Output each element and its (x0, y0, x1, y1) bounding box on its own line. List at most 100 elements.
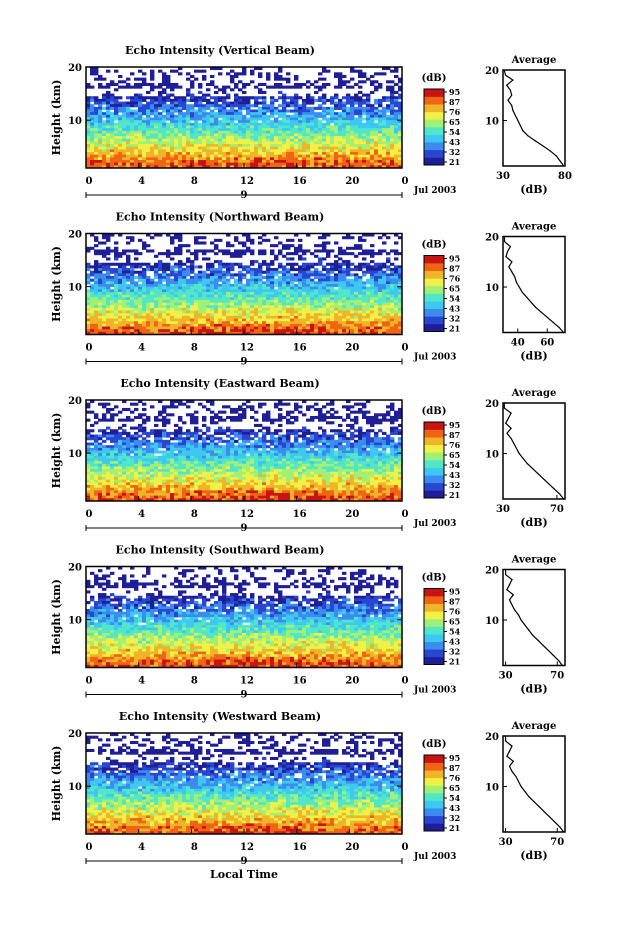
heatmap-cell (190, 329, 195, 333)
heatmap-cell (262, 114, 267, 118)
heatmap-cell (174, 152, 179, 156)
heatmap-cell (246, 128, 251, 132)
heatmap-cell (298, 162, 303, 166)
heatmap-cell (294, 252, 299, 256)
heatmap-cell (226, 405, 231, 409)
heatmap-cell (274, 331, 279, 335)
heatmap-cell (266, 331, 271, 335)
heatmap-cell (226, 294, 231, 298)
heatmap-cell (258, 165, 263, 169)
heatmap-cell (106, 104, 111, 108)
heatmap-cell (306, 138, 311, 142)
heatmap-cell (242, 96, 247, 100)
heatmap-cell (114, 152, 119, 156)
heatmap-cell (110, 270, 115, 274)
heatmap-cell (378, 249, 383, 253)
heatmap-cell (98, 318, 103, 322)
heatmap-cell (342, 236, 347, 240)
heatmap-cell (182, 165, 187, 169)
heatmap-cell (146, 326, 151, 330)
heatmap-cell (254, 291, 259, 296)
heatmap-cell (106, 152, 111, 156)
heatmap-cell (234, 146, 239, 150)
heatmap-cell (162, 109, 167, 113)
heatmap-cell (350, 405, 355, 409)
heatmap-cell (366, 265, 371, 269)
heatmap-cell (254, 122, 259, 126)
heatmap-cell (338, 315, 343, 319)
heatmap-cell (134, 154, 139, 158)
heatmap-cell (110, 413, 115, 417)
heatmap-cell (234, 321, 239, 325)
heatmap-cell (234, 262, 239, 266)
heatmap-cell (142, 407, 147, 412)
profile-point (549, 150, 551, 152)
heatmap-cell (242, 307, 247, 311)
heatmap-cell (390, 291, 395, 296)
heatmap-cell (318, 281, 323, 285)
heatmap-cell (162, 407, 167, 412)
heatmap-cell (146, 157, 151, 161)
heatmap-cell (310, 307, 315, 311)
heatmap-cell (370, 122, 375, 126)
heatmap-cell (362, 413, 367, 417)
heatmap-cell (230, 77, 235, 81)
heatmap-cell (110, 93, 115, 97)
profile-point (519, 124, 521, 127)
heatmap-cell (150, 249, 155, 253)
heatmap-cell (282, 329, 287, 333)
heatmap-cell (178, 278, 183, 282)
heatmap-cell (206, 265, 211, 269)
heatmap-cell (358, 286, 363, 290)
heatmap-cell (198, 281, 203, 285)
heatmap-cell (102, 85, 107, 89)
heatmap-cell (306, 114, 311, 118)
heatmap-cell (294, 74, 299, 79)
heatmap-cell (202, 299, 207, 304)
heatmap-cell (138, 238, 143, 242)
heatmap-cell (302, 82, 307, 87)
heatmap-cell (338, 128, 343, 132)
heatmap-cell (166, 117, 171, 121)
heatmap-cell (190, 165, 195, 169)
heatmap-cell (238, 281, 243, 285)
heatmap-cell (98, 307, 103, 311)
heatmap-cell (190, 82, 195, 87)
heatmap-cell (350, 291, 355, 296)
heatmap-cell (322, 318, 327, 322)
heatmap-cell (242, 149, 247, 153)
heatmap-cell (126, 270, 131, 274)
heatmap-cell (234, 144, 239, 148)
heatmap-cell (278, 278, 283, 282)
heatmap-cell (226, 146, 231, 150)
heatmap-cell (286, 120, 291, 124)
heatmap-cell (130, 144, 135, 148)
heatmap-cell (322, 241, 327, 245)
heatmap-cell (122, 321, 127, 325)
heatmap-cell (218, 273, 223, 277)
heatmap-cell (334, 122, 339, 126)
heatmap-cell (390, 138, 395, 142)
heatmap-cell (330, 315, 335, 319)
heatmap-cell (290, 128, 295, 132)
heatmap-cell (210, 80, 215, 84)
heatmap-cell (242, 125, 247, 129)
heatmap-cell (114, 278, 119, 282)
heatmap-cell (190, 106, 195, 110)
heatmap-cell (250, 313, 255, 317)
heatmap-cell (266, 315, 271, 319)
heatmap-cell (214, 310, 219, 314)
heatmap-cell (98, 281, 103, 285)
heatmap-cell (382, 154, 387, 158)
heatmap-cell (166, 136, 171, 140)
heatmap-cell (150, 310, 155, 314)
heatmap-cell (126, 302, 131, 306)
heatmap-cell (146, 146, 151, 150)
heatmap-cell (382, 122, 387, 126)
heatmap-cell (206, 326, 211, 330)
heatmap-cell (218, 284, 223, 288)
heatmap-cell (206, 315, 211, 319)
heatmap-cell (266, 133, 271, 137)
heatmap-cell (310, 273, 315, 277)
heatmap-cell (222, 410, 227, 414)
